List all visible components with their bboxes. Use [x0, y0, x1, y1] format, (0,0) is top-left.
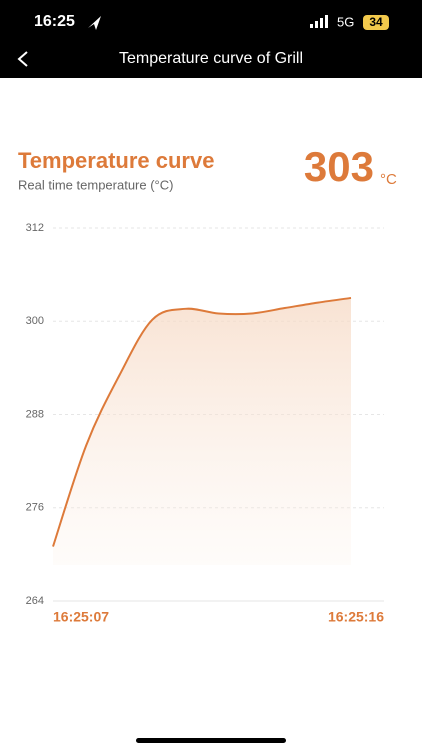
back-button[interactable]: [17, 51, 28, 67]
location-icon: [88, 16, 101, 30]
y-tick-label: 288: [26, 408, 44, 420]
y-tick-label: 276: [26, 502, 44, 514]
home-indicator: [136, 738, 286, 743]
chart-title: Temperature curve: [18, 148, 214, 173]
signal-icon: [310, 15, 328, 28]
nav-title: Temperature curve of Grill: [119, 50, 303, 67]
network-label: 5G: [337, 14, 354, 29]
current-unit: °C: [380, 171, 397, 188]
battery: [363, 15, 389, 30]
y-tick-label: 264: [26, 595, 44, 607]
x-tick-label: 16:25:16: [328, 609, 384, 625]
area: [53, 297, 351, 565]
line: [52, 296, 352, 547]
battery-label: 34: [369, 15, 383, 29]
current-value: 303: [304, 143, 374, 190]
status-time: 16:25: [34, 13, 75, 30]
chart-subtitle: Real time temperature (°C): [18, 177, 173, 192]
x-tick-label: 16:25:07: [53, 609, 109, 625]
y-tick-label: 300: [26, 315, 44, 327]
y-tick-label: 312: [26, 222, 44, 234]
top-bar: [0, 0, 422, 78]
